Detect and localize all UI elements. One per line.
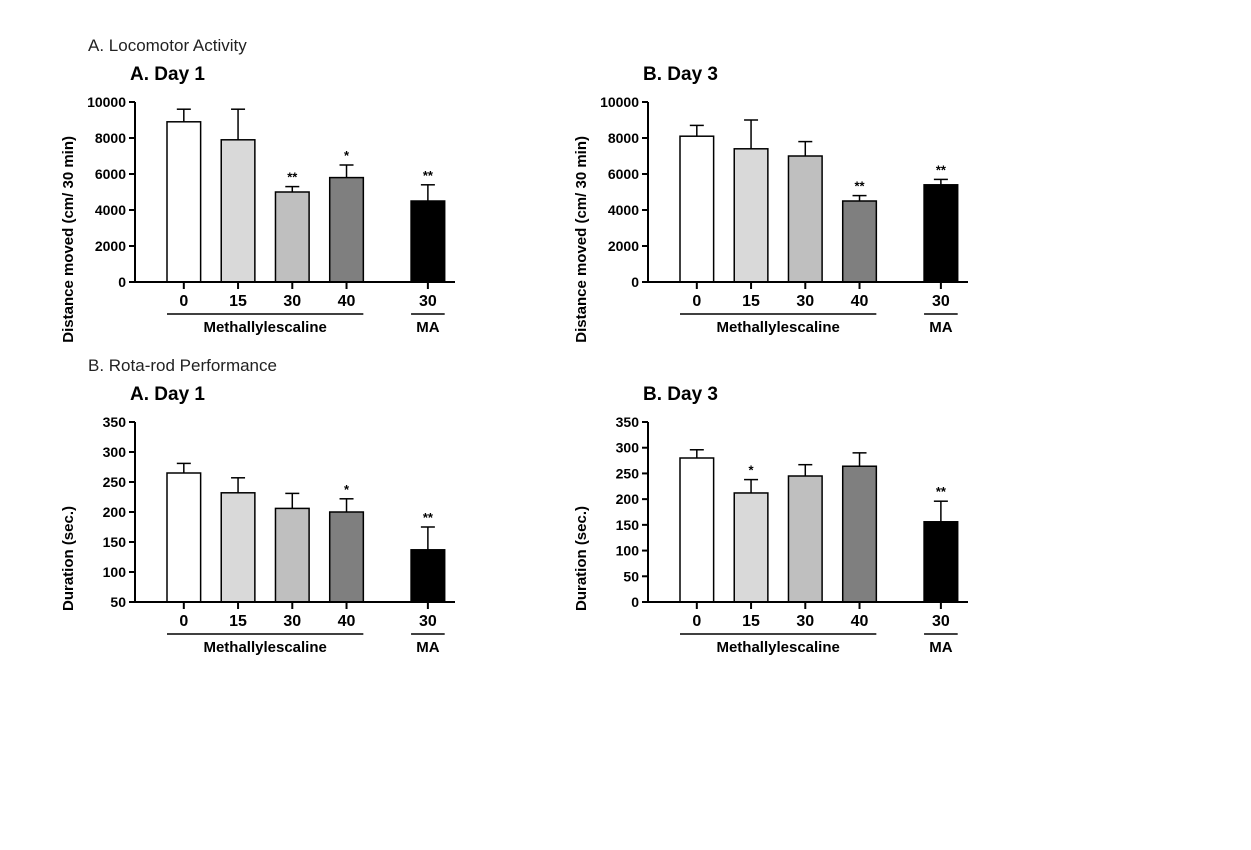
svg-text:350: 350 — [616, 414, 640, 430]
svg-text:150: 150 — [103, 534, 127, 550]
panel-loco-day1: A. Day 1 Distance moved (cm/ 30 min) 0 20… — [60, 60, 463, 346]
svg-text:15: 15 — [229, 613, 247, 630]
svg-text:15: 15 — [742, 293, 760, 310]
svg-text:300: 300 — [616, 440, 640, 456]
svg-text:200: 200 — [103, 504, 127, 520]
svg-text:8000: 8000 — [95, 130, 126, 146]
svg-text:MA: MA — [929, 639, 952, 656]
section-locomotor: A. Locomotor Activity A. Day 1 Distance … — [60, 36, 1191, 346]
svg-text:8000: 8000 — [608, 130, 639, 146]
svg-text:**: ** — [287, 170, 298, 185]
chart-wrap: Distance moved (cm/ 30 min) 0 2000 4000 600… — [60, 92, 463, 346]
svg-text:50: 50 — [110, 594, 126, 610]
svg-text:100: 100 — [616, 543, 640, 559]
svg-text:6000: 6000 — [608, 166, 639, 182]
svg-text:30: 30 — [796, 613, 814, 630]
chart-svg: 0 2000 4000 6000 8000 10000 0 15 ** 30 * 40 ** 30 Meth… — [79, 92, 463, 346]
svg-text:**: ** — [423, 168, 434, 183]
chart-svg: 0 50 100 150 200 250 300 350 0 * 15 30 40 ** 30 Methall… — [592, 412, 976, 666]
panel-rota-day3: B. Day 3 Duration (sec.) 050100150200250… — [573, 380, 976, 666]
svg-text:250: 250 — [616, 465, 640, 481]
svg-text:*: * — [344, 148, 350, 163]
svg-text:10000: 10000 — [600, 94, 639, 110]
svg-text:30: 30 — [419, 613, 437, 630]
svg-text:10000: 10000 — [87, 94, 126, 110]
svg-text:0: 0 — [179, 613, 188, 630]
svg-text:2000: 2000 — [608, 238, 639, 254]
svg-text:4000: 4000 — [608, 202, 639, 218]
svg-text:6000: 6000 — [95, 166, 126, 182]
svg-text:MA: MA — [416, 319, 439, 336]
svg-text:MA: MA — [416, 639, 439, 656]
svg-text:350: 350 — [103, 414, 127, 430]
svg-text:0: 0 — [179, 293, 188, 310]
row-rotarod: A. Day 1 Duration (sec.) 501001502002503… — [60, 380, 1191, 666]
svg-text:Methallylescaline: Methallylescaline — [716, 319, 839, 336]
svg-text:2000: 2000 — [95, 238, 126, 254]
panel-title: A. Day 1 — [130, 384, 463, 406]
chart-wrap: Duration (sec.) 0 50 100 150 200 250 300 350 0 * 1… — [573, 412, 976, 666]
svg-text:0: 0 — [118, 274, 126, 290]
svg-text:15: 15 — [229, 293, 247, 310]
svg-text:Methallylescaline: Methallylescaline — [716, 639, 839, 656]
svg-text:15: 15 — [742, 613, 760, 630]
svg-text:*: * — [749, 463, 755, 478]
y-axis-label: Duration (sec.) — [573, 466, 590, 611]
svg-text:40: 40 — [338, 293, 356, 310]
panel-loco-day3: B. Day 3 Distance moved (cm/ 30 min) 0 20… — [573, 60, 976, 346]
panel-title: B. Day 3 — [643, 384, 976, 406]
panel-title: B. Day 3 — [643, 64, 976, 86]
svg-text:0: 0 — [631, 594, 639, 610]
svg-text:30: 30 — [419, 293, 437, 310]
svg-text:50: 50 — [623, 568, 639, 584]
svg-text:4000: 4000 — [95, 202, 126, 218]
svg-text:Methallylescaline: Methallylescaline — [203, 639, 326, 656]
svg-text:300: 300 — [103, 444, 127, 460]
svg-text:**: ** — [936, 484, 947, 499]
chart-svg: 50 100 150 200 250 300 350 0 15 30 * 40 ** 30 Methally… — [79, 412, 463, 666]
svg-text:*: * — [344, 482, 350, 497]
svg-text:0: 0 — [692, 613, 701, 630]
svg-text:**: ** — [423, 510, 434, 525]
svg-text:150: 150 — [616, 517, 640, 533]
panel-title: A. Day 1 — [130, 64, 463, 86]
y-axis-label: Duration (sec.) — [60, 466, 77, 611]
svg-text:**: ** — [936, 162, 947, 177]
section-title-locomotor: A. Locomotor Activity — [88, 36, 1191, 56]
svg-text:100: 100 — [103, 564, 127, 580]
svg-text:0: 0 — [631, 274, 639, 290]
section-title-rotarod: B. Rota-rod Performance — [88, 356, 1191, 376]
section-rotarod: B. Rota-rod Performance A. Day 1 Duratio… — [60, 356, 1191, 666]
svg-text:250: 250 — [103, 474, 127, 490]
svg-text:30: 30 — [283, 293, 301, 310]
svg-text:30: 30 — [283, 613, 301, 630]
panel-rota-day1: A. Day 1 Duration (sec.) 501001502002503… — [60, 380, 463, 666]
svg-text:Methallylescaline: Methallylescaline — [203, 319, 326, 336]
chart-wrap: Duration (sec.) 50 100 150 200 250 300 350 0 15 3… — [60, 412, 463, 666]
svg-text:200: 200 — [616, 491, 640, 507]
svg-text:**: ** — [854, 179, 865, 194]
svg-text:40: 40 — [851, 613, 869, 630]
svg-text:MA: MA — [929, 319, 952, 336]
y-axis-label: Distance moved (cm/ 30 min) — [573, 96, 590, 343]
svg-text:30: 30 — [932, 293, 950, 310]
svg-text:30: 30 — [796, 293, 814, 310]
svg-text:30: 30 — [932, 613, 950, 630]
svg-text:0: 0 — [692, 293, 701, 310]
chart-wrap: Distance moved (cm/ 30 min) 0 2000 4000 600… — [573, 92, 976, 346]
y-axis-label: Distance moved (cm/ 30 min) — [60, 96, 77, 343]
svg-text:40: 40 — [851, 293, 869, 310]
chart-svg: 0 2000 4000 6000 8000 10000 0 15 30 ** 40 ** 30 Metha… — [592, 92, 976, 346]
svg-text:40: 40 — [338, 613, 356, 630]
row-locomotor: A. Day 1 Distance moved (cm/ 30 min) 0 20… — [60, 60, 1191, 346]
